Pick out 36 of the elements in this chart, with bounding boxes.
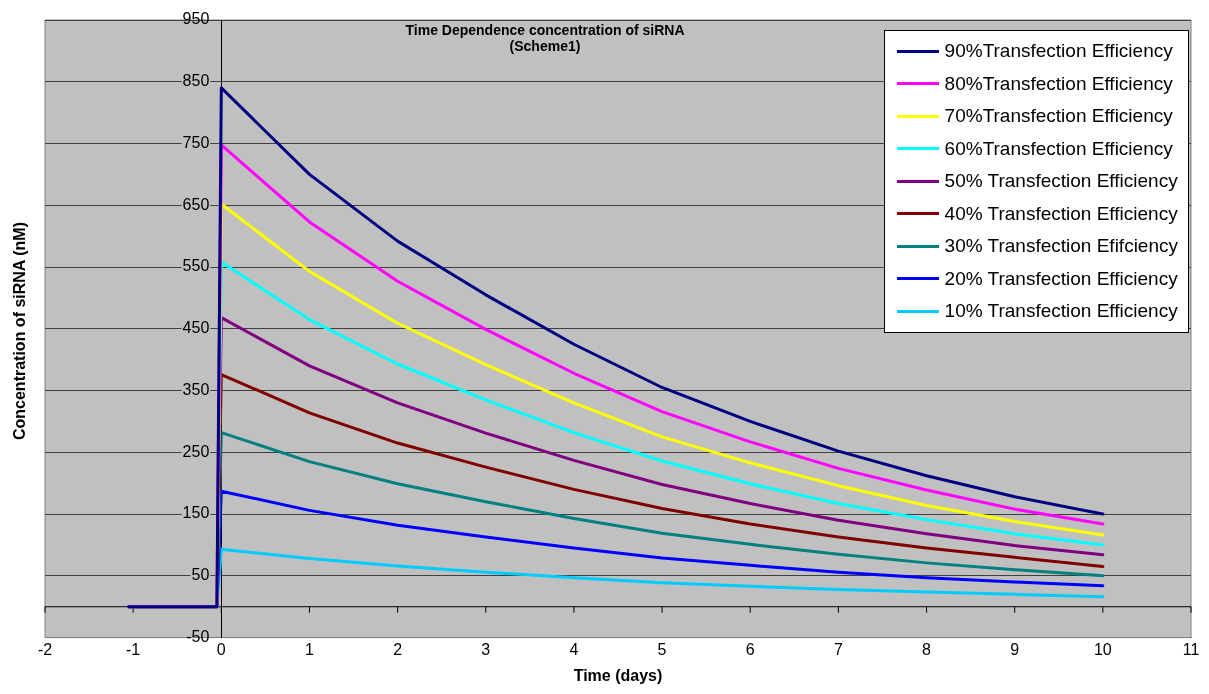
x-tick-label: 10 (1093, 640, 1112, 658)
x-tick-label: -1 (126, 640, 141, 658)
text: Time Dependence concentration of siRNA (Scheme1) (405, 22, 685, 54)
x-tick-label: -2 (37, 640, 53, 658)
legend-label: 40% Transfection Efficiency (944, 202, 1178, 225)
x-tick-label: 0 (216, 640, 226, 658)
x-tick-label: 9 (1010, 640, 1020, 658)
y-tick-label: 450 (182, 319, 210, 337)
legend-label: 60%Transfection Efficiency (944, 137, 1173, 160)
y-tick-label: 550 (182, 257, 210, 275)
x-axis-title: Time (days) (573, 666, 663, 684)
y-tick-label: -50 (186, 628, 210, 646)
x-tick-label: 7 (833, 640, 843, 658)
x-tick-label: 11 (1182, 640, 1200, 658)
x-tick-label: 3 (481, 640, 491, 658)
x-tick-label: 8 (922, 640, 932, 658)
y-axis-title: Concentration of siRNA (nM) (11, 221, 29, 441)
legend-label: 30% Transfection Efifciency (944, 235, 1178, 258)
x-tick-label: 5 (657, 640, 667, 658)
y-tick-label: 250 (182, 442, 210, 460)
x-tick-label: 6 (745, 640, 755, 658)
y-tick-label: 650 (182, 195, 210, 213)
legend-label: 20% Transfection Efficiency (944, 267, 1178, 290)
x-tick-label: 1 (305, 640, 315, 658)
y-tick-label: 50 (191, 566, 210, 584)
x-tick-label: 2 (393, 640, 403, 658)
legend-label: 70%Transfection Efficiency (944, 105, 1173, 128)
legend-label: 50% Transfection Efficiency (944, 170, 1178, 193)
y-tick-label: 150 (182, 504, 210, 522)
y-tick-label: 750 (182, 133, 210, 151)
legend-label: 10% Transfection Efficiency (944, 300, 1178, 323)
legend-label: 90%Transfection Efficiency (944, 40, 1173, 63)
x-tick-label: 4 (569, 640, 579, 658)
y-tick-label: 350 (182, 380, 210, 398)
legend-label: 80%Transfection Efficiency (944, 72, 1173, 95)
y-tick-label: 850 (182, 72, 210, 90)
